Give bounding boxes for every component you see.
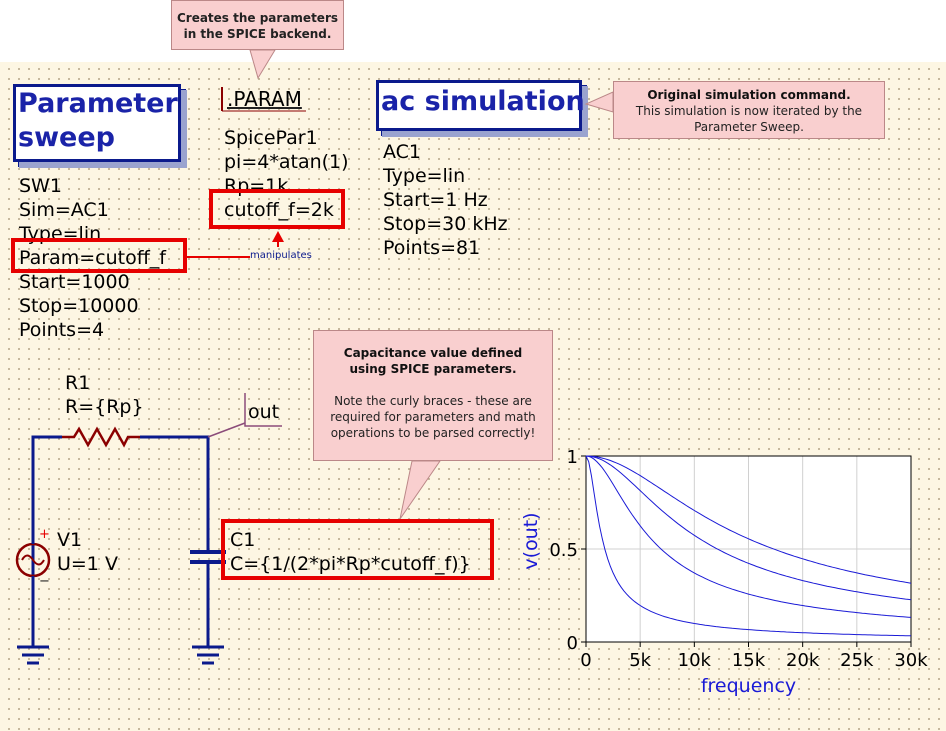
callout-original-pointer [584, 91, 614, 113]
ac-points: Points=81 [383, 237, 481, 259]
highlight-cutoff [209, 189, 345, 229]
callout-capacitance: Capacitance value defined using SPICE pa… [313, 330, 553, 461]
r1-value: R={Rp} [65, 396, 144, 418]
x-tick-label: 10k [678, 650, 712, 671]
r1-labels[interactable]: R1 R={Rp} [65, 371, 144, 419]
sweep-sim: Sim=AC1 [19, 199, 109, 221]
series-line-4 [585, 455, 912, 584]
callout-cap-pointer [399, 460, 441, 520]
r1-name: R1 [65, 372, 91, 394]
series-line-3 [585, 455, 912, 601]
sweep-points: Points=4 [19, 319, 105, 341]
param-name: SpicePar1 [224, 127, 318, 149]
ac-name: AC1 [383, 141, 422, 163]
ac-type: Type=lin [383, 165, 466, 187]
ac-stop: Stop=30 kHz [383, 213, 508, 235]
param-pi: pi=4*atan(1) [224, 151, 349, 173]
x-axis-label: frequency [701, 675, 796, 697]
chart-svg: 0 5k 10k 15k 20k 25k 30k 0 0.5 1 frequency v(out) [520, 447, 928, 697]
capacitor-c1[interactable] [190, 545, 226, 567]
v1-minus: − [39, 574, 50, 589]
v1-name: V1 [57, 529, 83, 551]
sweep-stop: Stop=10000 [19, 295, 139, 317]
series-line-2 [585, 455, 912, 618]
ground-right [192, 645, 224, 665]
manipulates-label: manipulates [250, 250, 312, 261]
resistor-r1[interactable] [62, 426, 140, 448]
highlight-capacitance [221, 519, 494, 580]
y-tick-label: 0.5 [549, 540, 578, 561]
y-tick-label: 0 [567, 633, 578, 654]
series-line-1 [585, 455, 911, 637]
x-tick-label: 0 [580, 650, 591, 671]
voltage-source-v1[interactable] [15, 528, 51, 592]
out-label-bracket [244, 393, 282, 427]
c1-labels[interactable]: C1 C={1/(2*pi*Rp*cutoff_f)} [230, 528, 471, 576]
sweep-name: SW1 [19, 175, 62, 197]
frequency-chart[interactable]: 0 5k 10k 15k 20k 25k 30k 0 0.5 1 frequency v(out) [515, 420, 935, 720]
callout-spice-pointer [249, 49, 276, 80]
y-tick-label: 1 [567, 447, 578, 468]
plot-frame [585, 455, 912, 643]
ground-left [17, 645, 49, 665]
callout-spice-backend: Creates the parameters in the SPICE back… [171, 0, 344, 50]
ac-properties[interactable]: AC1 Type=lin Start=1 Hz Stop=30 kHz Poin… [383, 140, 508, 260]
callout-original-title: Original simulation command. [647, 88, 851, 102]
param-cutoff: cutoff_f=2k [224, 199, 334, 221]
param-title[interactable]: .PARAM [227, 87, 302, 111]
ac-start: Start=1 Hz [383, 189, 488, 211]
x-tick-label: 20k [786, 650, 820, 671]
v1-value: U=1 V [57, 553, 118, 575]
x-tick-label: 30k [894, 650, 928, 671]
ac-simulation-title[interactable]: ac simulation [376, 80, 585, 131]
callout-original-sim: Original simulation command. This simula… [613, 81, 885, 139]
v1-labels[interactable]: V1 U=1 V [57, 528, 118, 576]
out-label[interactable]: out [248, 401, 280, 423]
c1-name: C1 [230, 529, 256, 551]
callout-original-body: This simulation is now iterated by the P… [635, 104, 863, 134]
sweep-param: Param=cutoff_f [19, 247, 166, 269]
parameter-sweep-title[interactable]: Parameter sweep [13, 84, 181, 162]
c1-value: C={1/(2*pi*Rp*cutoff_f)} [230, 553, 471, 575]
x-tick-label: 5k [629, 650, 651, 671]
callout-cap-title: Capacitance value defined using SPICE pa… [343, 346, 523, 376]
x-tick-label: 25k [840, 650, 874, 671]
y-axis-label: v(out) [520, 512, 542, 569]
highlight-param [11, 238, 187, 273]
x-tick-label: 15k [732, 650, 766, 671]
v1-plus: + [39, 527, 50, 542]
callout-cap-body: Note the curly braces - these are requir… [330, 394, 536, 440]
sweep-start: Start=1000 [19, 271, 130, 293]
